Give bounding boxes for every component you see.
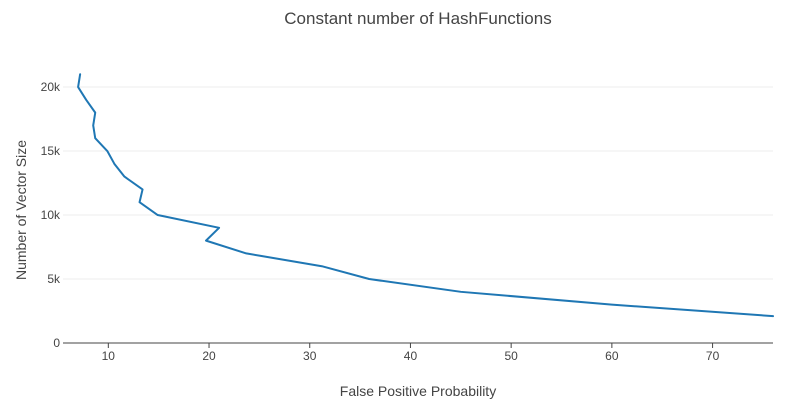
chart-title: Constant number of HashFunctions — [284, 9, 551, 28]
x-axis-title: False Positive Probability — [340, 383, 496, 399]
series-layer — [77, 73, 774, 318]
x-tick-label: 50 — [504, 349, 518, 363]
x-tick-label: 30 — [303, 349, 317, 363]
y-tick-label: 15k — [41, 144, 61, 158]
x-tick-label: 40 — [404, 349, 418, 363]
x-tick-label: 10 — [102, 349, 116, 363]
y-tick-label: 5k — [47, 272, 61, 286]
axis-layer — [63, 342, 773, 348]
x-tick-label: 70 — [706, 349, 720, 363]
x-tick-label: 60 — [605, 349, 619, 363]
y-tick-label: 0 — [53, 336, 60, 350]
series-line — [77, 73, 774, 318]
x-tick-label: 20 — [202, 349, 216, 363]
y-tick-label: 20k — [41, 80, 61, 94]
y-axis-title: Number of Vector Size — [13, 140, 29, 280]
tick-label-layer: 0 5k 10k 15k 20k 10 20 30 40 50 60 70 — [41, 80, 720, 363]
grid-layer — [63, 86, 773, 280]
y-tick-label: 10k — [41, 208, 61, 222]
